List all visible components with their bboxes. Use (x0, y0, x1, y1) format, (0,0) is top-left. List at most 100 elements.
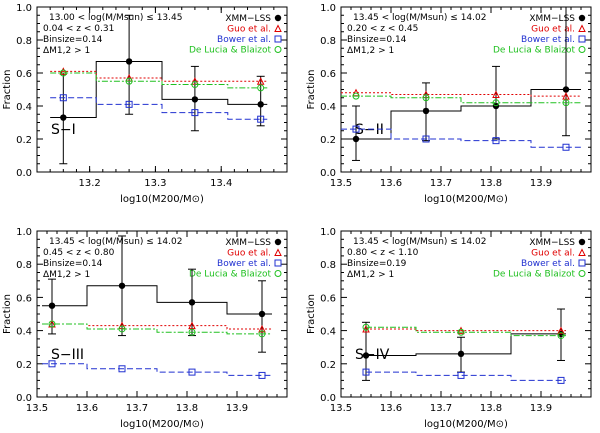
data-point-bower (125, 100, 133, 108)
annotation-text: ΔM1,2 > 1 (347, 46, 394, 56)
y-tick-label: 0.8 (16, 36, 32, 47)
x-tick-label: 13.9 (530, 403, 552, 414)
legend-marker-bower (578, 259, 586, 267)
legend-marker-xmm (274, 14, 282, 22)
data-point-delucia (59, 69, 67, 77)
series-line-2 (366, 371, 566, 381)
data-point-delucia (352, 92, 360, 100)
data-point-delucia (188, 328, 196, 336)
annotation-text: Binsize=0.14 (43, 35, 103, 45)
y-axis-label: Fraction (2, 294, 13, 334)
data-point-xmm (48, 302, 56, 309)
x-tick-label: 13.6 (76, 403, 98, 414)
legend-entry: De Lucia & Blaizot (189, 46, 272, 56)
data-point-bower (457, 371, 465, 379)
y-tick-label: 0.4 (320, 327, 336, 338)
data-point-bower (59, 94, 67, 102)
legend-marker-bower (274, 35, 282, 43)
data-point-bower (48, 360, 56, 368)
y-tick-label: 0.8 (16, 260, 32, 271)
y-tick-label: 1.0 (16, 3, 32, 14)
legend-marker-xmm (274, 238, 282, 246)
series-line-3 (42, 323, 272, 335)
legend-entry: XMM−LSS (529, 238, 575, 248)
y-axis-label: Fraction (2, 70, 13, 110)
x-tick-label: 13.8 (176, 403, 198, 414)
data-point-bower (362, 368, 370, 376)
y-tick-label: 0.0 (320, 393, 336, 404)
data-point-guo (59, 67, 68, 75)
chart-panel-2: 0.0 0.2 0.4 0.6 0.8 1.0 13.5 13.6 13.7 13.8 13.9 Fr… (306, 3, 592, 205)
data-point-delucia (191, 81, 199, 89)
legend-entry: Guo et al. (531, 249, 575, 259)
data-point-delucia (492, 99, 500, 107)
data-point-xmm (352, 135, 360, 143)
chart-panel-3: 0.0 0.2 0.4 0.6 0.8 1.0 13.5 13.6 13.7 13.8 13.9 Fr… (2, 227, 288, 430)
series-line-2 (42, 363, 272, 376)
y-tick-label: 1.0 (320, 3, 336, 14)
annotation-text: Binsize=0.14 (347, 35, 407, 45)
data-point-bower (352, 125, 360, 133)
series-line-1 (366, 328, 566, 332)
y-tick-label: 0.0 (16, 168, 32, 179)
data-point-xmm (562, 86, 570, 93)
legend-entry: Guo et al. (227, 25, 271, 35)
x-tick-label: 13.3 (144, 178, 166, 189)
data-point-delucia (362, 323, 370, 331)
data-point-bower (257, 115, 265, 123)
legend-marker-guo (578, 24, 586, 32)
legend-entry: De Lucia & Blaizot (493, 270, 576, 280)
legend-entry: XMM−LSS (529, 14, 575, 24)
x-tick-label: 13.6 (380, 403, 402, 414)
y-tick-label: 0.4 (16, 102, 32, 113)
data-point-delucia (562, 99, 570, 107)
data-point-delucia (48, 320, 56, 328)
x-tick-label: 13.7 (126, 403, 148, 414)
legend-marker-bower (274, 259, 282, 267)
annotation-text: 0.45 < z < 0.80 (43, 248, 115, 258)
data-point-xmm (191, 96, 199, 103)
data-point-delucia (257, 84, 265, 92)
annotation-text: Binsize=0.14 (43, 259, 103, 269)
data-point-bower (258, 371, 266, 379)
y-tick-label: 0.2 (16, 135, 32, 146)
x-tick-label: 13.4 (210, 178, 232, 189)
x-tick-label: 13.8 (480, 403, 502, 414)
data-point-guo (457, 326, 465, 335)
series-line-3 (50, 72, 268, 89)
data-point-bower (422, 135, 430, 143)
x-tick-label: 13.8 (480, 178, 502, 189)
data-point-xmm (422, 107, 430, 115)
legend-marker-xmm (578, 14, 586, 22)
data-point-xmm (125, 58, 133, 65)
legend-marker-guo (274, 248, 282, 256)
data-point-delucia (258, 330, 266, 338)
y-tick-label: 0.2 (320, 360, 336, 371)
data-point-bower (562, 143, 570, 151)
legend-entry: Bower et al. (521, 35, 575, 45)
y-tick-label: 0.6 (16, 293, 32, 304)
annotation-text: ΔM1,2 > 1 (43, 270, 90, 280)
y-tick-label: 0.8 (320, 260, 336, 271)
series-line-2 (341, 128, 581, 148)
data-point-bower (191, 109, 199, 117)
data-point-guo (258, 324, 266, 333)
y-tick-label: 0.6 (16, 69, 32, 80)
data-point-xmm (118, 282, 126, 289)
y-tick-label: 0.2 (16, 360, 32, 371)
annotation-text: ΔM1,2 > 1 (347, 270, 394, 280)
x-tick-label: 13.9 (226, 403, 248, 414)
x-tick-label: 13.9 (530, 178, 552, 189)
x-tick-label: 13.5 (26, 403, 48, 414)
series-line-1 (42, 323, 272, 330)
x-tick-label: 13.2 (78, 178, 100, 189)
legend-marker-delucia (274, 270, 282, 277)
data-point-guo (492, 90, 500, 98)
legend-marker-delucia (578, 270, 586, 277)
x-axis-label: log10(M200/M⊙) (120, 419, 204, 430)
legend-entry: XMM−LSS (225, 14, 271, 24)
x-axis-label: log10(M200/M⊙) (120, 194, 204, 205)
annotation-text: 0.80 < z < 1.10 (347, 248, 419, 258)
annotation-text: Binsize=0.19 (347, 259, 407, 269)
